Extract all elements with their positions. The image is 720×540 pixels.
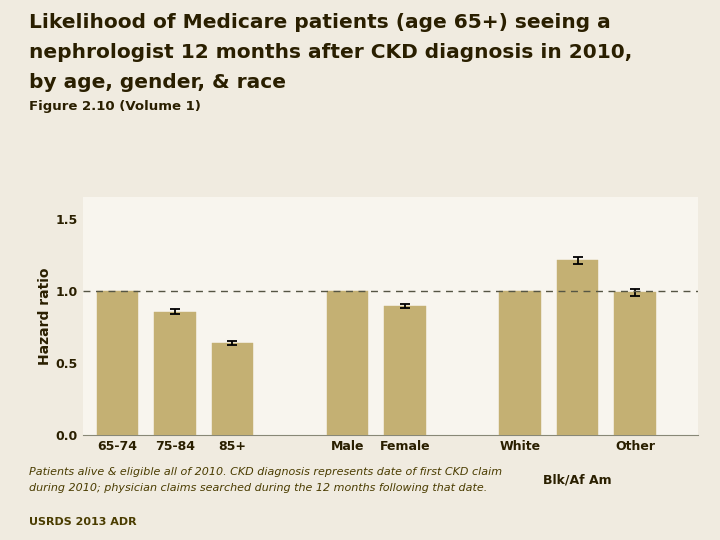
Text: Patients alive & eligible all of 2010. CKD diagnosis represents date of first CK: Patients alive & eligible all of 2010. C… (29, 467, 502, 477)
Text: Figure 2.10 (Volume 1): Figure 2.10 (Volume 1) (29, 100, 201, 113)
Bar (614, 292, 656, 435)
Text: Likelihood of Medicare patients (age 65+) seeing a: Likelihood of Medicare patients (age 65+… (29, 14, 611, 32)
Y-axis label: Hazard ratio: Hazard ratio (37, 267, 52, 365)
Text: by age, gender, & race: by age, gender, & race (29, 73, 286, 92)
Bar (154, 312, 196, 435)
Bar (500, 291, 541, 435)
Bar (557, 260, 598, 435)
Text: during 2010; physician claims searched during the 12 months following that date.: during 2010; physician claims searched d… (29, 483, 487, 494)
Bar (384, 306, 426, 435)
Text: Blk/Af Am: Blk/Af Am (544, 474, 612, 487)
Bar (212, 343, 253, 435)
Bar (327, 291, 368, 435)
Text: nephrologist 12 months after CKD diagnosis in 2010,: nephrologist 12 months after CKD diagnos… (29, 43, 632, 62)
Bar (96, 291, 138, 435)
Text: USRDS 2013 ADR: USRDS 2013 ADR (29, 517, 136, 528)
